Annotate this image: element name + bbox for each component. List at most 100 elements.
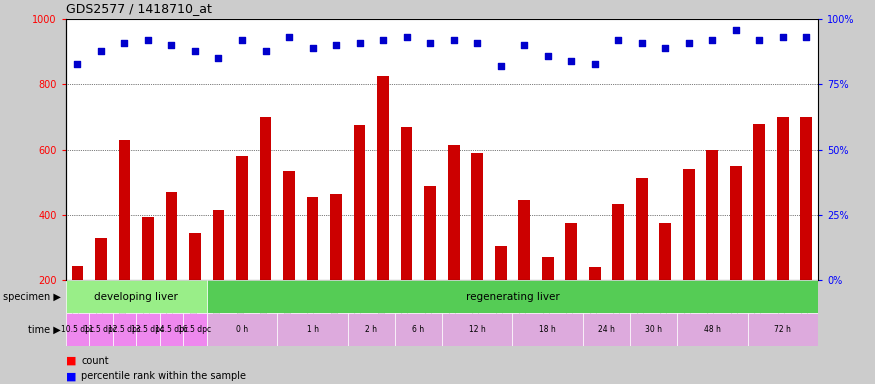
Point: [493, 63, 507, 69]
Text: 48 h: 48 h: [704, 325, 721, 334]
Bar: [612, 204, 624, 280]
Bar: [189, 233, 201, 280]
Bar: [72, 266, 83, 280]
Bar: [630, 313, 677, 346]
Point: [117, 40, 131, 46]
Point: [353, 40, 367, 46]
Bar: [89, 313, 113, 346]
Bar: [330, 194, 342, 280]
Text: 24 h: 24 h: [598, 325, 615, 334]
Text: time ▶: time ▶: [29, 324, 61, 334]
Bar: [677, 313, 747, 346]
Bar: [260, 117, 271, 280]
Bar: [542, 257, 554, 280]
Bar: [565, 223, 578, 280]
Point: [658, 45, 672, 51]
Point: [682, 40, 696, 46]
Point: [400, 35, 414, 41]
Bar: [113, 313, 136, 346]
Text: 11.5 dpc: 11.5 dpc: [84, 325, 117, 334]
Point: [517, 42, 531, 48]
Point: [235, 37, 249, 43]
Text: 18 h: 18 h: [539, 325, 556, 334]
Point: [305, 45, 319, 51]
Bar: [513, 313, 583, 346]
Bar: [206, 280, 818, 313]
Text: 30 h: 30 h: [645, 325, 662, 334]
Point: [282, 35, 296, 41]
Bar: [448, 145, 459, 280]
Bar: [66, 313, 89, 346]
Bar: [348, 313, 395, 346]
Point: [588, 61, 602, 67]
Text: count: count: [81, 356, 109, 366]
Text: percentile rank within the sample: percentile rank within the sample: [81, 371, 247, 381]
Bar: [206, 313, 277, 346]
Text: developing liver: developing liver: [94, 291, 178, 302]
Text: 12 h: 12 h: [469, 325, 486, 334]
Bar: [306, 197, 318, 280]
Point: [329, 42, 343, 48]
Point: [612, 37, 626, 43]
Bar: [518, 200, 530, 280]
Bar: [442, 313, 513, 346]
Point: [729, 26, 743, 33]
Bar: [160, 313, 183, 346]
Text: ■: ■: [66, 371, 76, 381]
Text: GDS2577 / 1418710_at: GDS2577 / 1418710_at: [66, 2, 212, 15]
Text: 16.5 dpc: 16.5 dpc: [178, 325, 212, 334]
Bar: [472, 153, 483, 280]
Bar: [682, 169, 695, 280]
Point: [141, 37, 155, 43]
Point: [424, 40, 438, 46]
Bar: [213, 210, 224, 280]
Point: [212, 55, 226, 61]
Point: [705, 37, 719, 43]
Bar: [801, 117, 812, 280]
Bar: [589, 267, 600, 280]
Bar: [583, 313, 630, 346]
Bar: [142, 217, 154, 280]
Bar: [747, 313, 818, 346]
Text: 13.5 dpc: 13.5 dpc: [131, 325, 164, 334]
Bar: [236, 156, 248, 280]
Point: [541, 53, 555, 59]
Bar: [424, 186, 436, 280]
Point: [188, 48, 202, 54]
Bar: [706, 150, 718, 280]
Text: 2 h: 2 h: [366, 325, 377, 334]
Point: [94, 48, 108, 54]
Point: [776, 35, 790, 41]
Bar: [183, 313, 206, 346]
Point: [752, 37, 766, 43]
Point: [800, 35, 814, 41]
Text: 1 h: 1 h: [306, 325, 318, 334]
Point: [564, 58, 578, 64]
Point: [634, 40, 648, 46]
Text: 14.5 dpc: 14.5 dpc: [155, 325, 188, 334]
Bar: [494, 246, 507, 280]
Point: [258, 48, 272, 54]
Bar: [730, 166, 742, 280]
Point: [70, 61, 84, 67]
Point: [446, 37, 460, 43]
Text: 10.5 dpc: 10.5 dpc: [61, 325, 94, 334]
Point: [470, 40, 484, 46]
Bar: [95, 238, 107, 280]
Point: [164, 42, 178, 48]
Bar: [354, 125, 366, 280]
Text: specimen ▶: specimen ▶: [4, 291, 61, 302]
Bar: [395, 313, 442, 346]
Bar: [165, 192, 178, 280]
Bar: [66, 280, 206, 313]
Bar: [401, 127, 412, 280]
Text: 6 h: 6 h: [412, 325, 424, 334]
Text: 72 h: 72 h: [774, 325, 791, 334]
Bar: [277, 313, 348, 346]
Bar: [636, 177, 648, 280]
Bar: [136, 313, 160, 346]
Bar: [284, 171, 295, 280]
Bar: [777, 117, 788, 280]
Text: 12.5 dpc: 12.5 dpc: [108, 325, 141, 334]
Text: regenerating liver: regenerating liver: [466, 291, 559, 302]
